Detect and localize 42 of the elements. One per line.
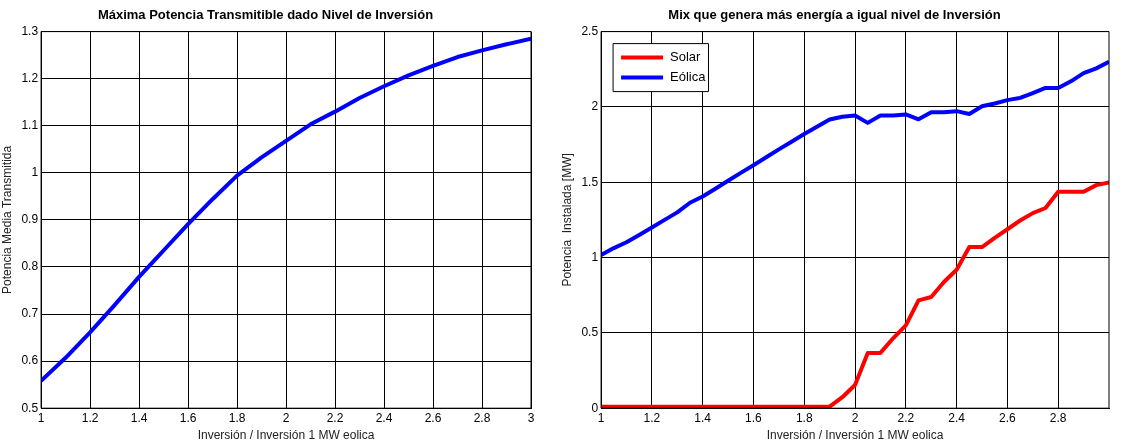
x-axis-title: Inversión / Inversión 1 MW eolica xyxy=(766,428,944,443)
x-tick-label: 1.2 xyxy=(643,410,661,425)
x-tick-label: 2.6 xyxy=(999,410,1017,425)
y-tick-label: 0.7 xyxy=(21,306,39,321)
y-tick-label: 0.8 xyxy=(21,259,39,274)
y-tick-label: 1.1 xyxy=(21,118,39,133)
x-axis-title: Inversión / Inversión 1 MW eolica xyxy=(197,428,375,443)
y-tick-label: 2.5 xyxy=(581,23,599,38)
x-tick-label: 2.4 xyxy=(375,410,393,425)
x-tick-label: 1.6 xyxy=(745,410,763,425)
y-tick-label: 0.6 xyxy=(21,353,39,368)
y-tick-label: 0 xyxy=(591,400,599,415)
x-tick-label: 2.4 xyxy=(948,410,966,425)
chart-title: Mix que genera más energía a igual nivel de Inversión xyxy=(668,7,1001,23)
x-tick-label: 2.2 xyxy=(326,410,344,425)
y-tick-label: 1.3 xyxy=(21,23,39,38)
chart-title: Máxima Potencia Transmitible dado Nivel de Inversión xyxy=(97,7,434,23)
y-tick-label: 1.5 xyxy=(581,174,599,189)
x-tick-label: 1.8 xyxy=(795,410,813,425)
y-tick-label: 2 xyxy=(591,99,599,114)
y-tick-label: 1.2 xyxy=(21,70,39,85)
x-tick-label: 2.2 xyxy=(897,410,915,425)
y-tick-label: 0.9 xyxy=(21,212,39,227)
x-tick-label: 2 xyxy=(851,410,859,425)
x-tick-label: 2.8 xyxy=(1049,410,1067,425)
x-tick-label: 2.6 xyxy=(424,410,442,425)
y-tick-label: 1 xyxy=(591,249,599,264)
x-tick-label: 1.6 xyxy=(179,410,197,425)
y-tick-label: 0.5 xyxy=(581,325,599,340)
y-axis-title: Potencia Instalada [MW] xyxy=(559,153,574,287)
x-tick-label: 1.4 xyxy=(694,410,712,425)
y-axis-title: Potencia Media Transmitida xyxy=(0,145,14,294)
x-tick-label: 3 xyxy=(527,410,535,425)
x-tick-label: 1.8 xyxy=(228,410,246,425)
y-tick-label: 1 xyxy=(31,165,39,180)
y-tick-label: 0.5 xyxy=(21,400,39,415)
x-tick-label: 1.4 xyxy=(130,410,148,425)
x-tick-label: 2.8 xyxy=(473,410,491,425)
legend-label: Solar xyxy=(670,49,702,65)
x-tick-label: 2 xyxy=(282,410,290,425)
legend-label: Eólica xyxy=(670,69,707,85)
x-tick-label: 1.2 xyxy=(81,410,99,425)
